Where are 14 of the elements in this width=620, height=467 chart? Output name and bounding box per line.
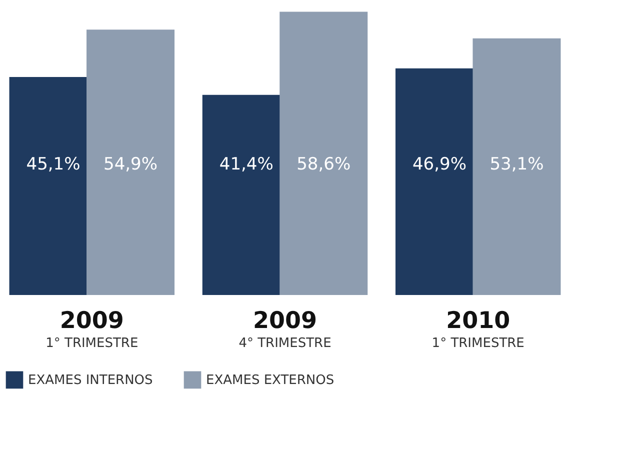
bar: [280, 12, 368, 295]
bar: [472, 38, 561, 295]
category-label: 2010 1° TRIMESTRE: [432, 308, 524, 351]
data-label: 45,1%: [26, 154, 80, 174]
legend-label: EXAMES INTERNOS: [28, 372, 153, 388]
category-label: 2009 1° TRIMESTRE: [46, 308, 138, 351]
legend-label: EXAMES EXTERNOS: [206, 372, 334, 388]
data-label: 46,9%: [412, 154, 466, 174]
data-label: 58,6%: [296, 154, 351, 174]
bar: [86, 30, 175, 295]
category-label: 2009 4° TRIMESTRE: [238, 308, 332, 351]
data-label: 53,1%: [490, 154, 544, 174]
data-label: 54,9%: [104, 154, 158, 174]
data-label: 41,4%: [219, 154, 274, 174]
